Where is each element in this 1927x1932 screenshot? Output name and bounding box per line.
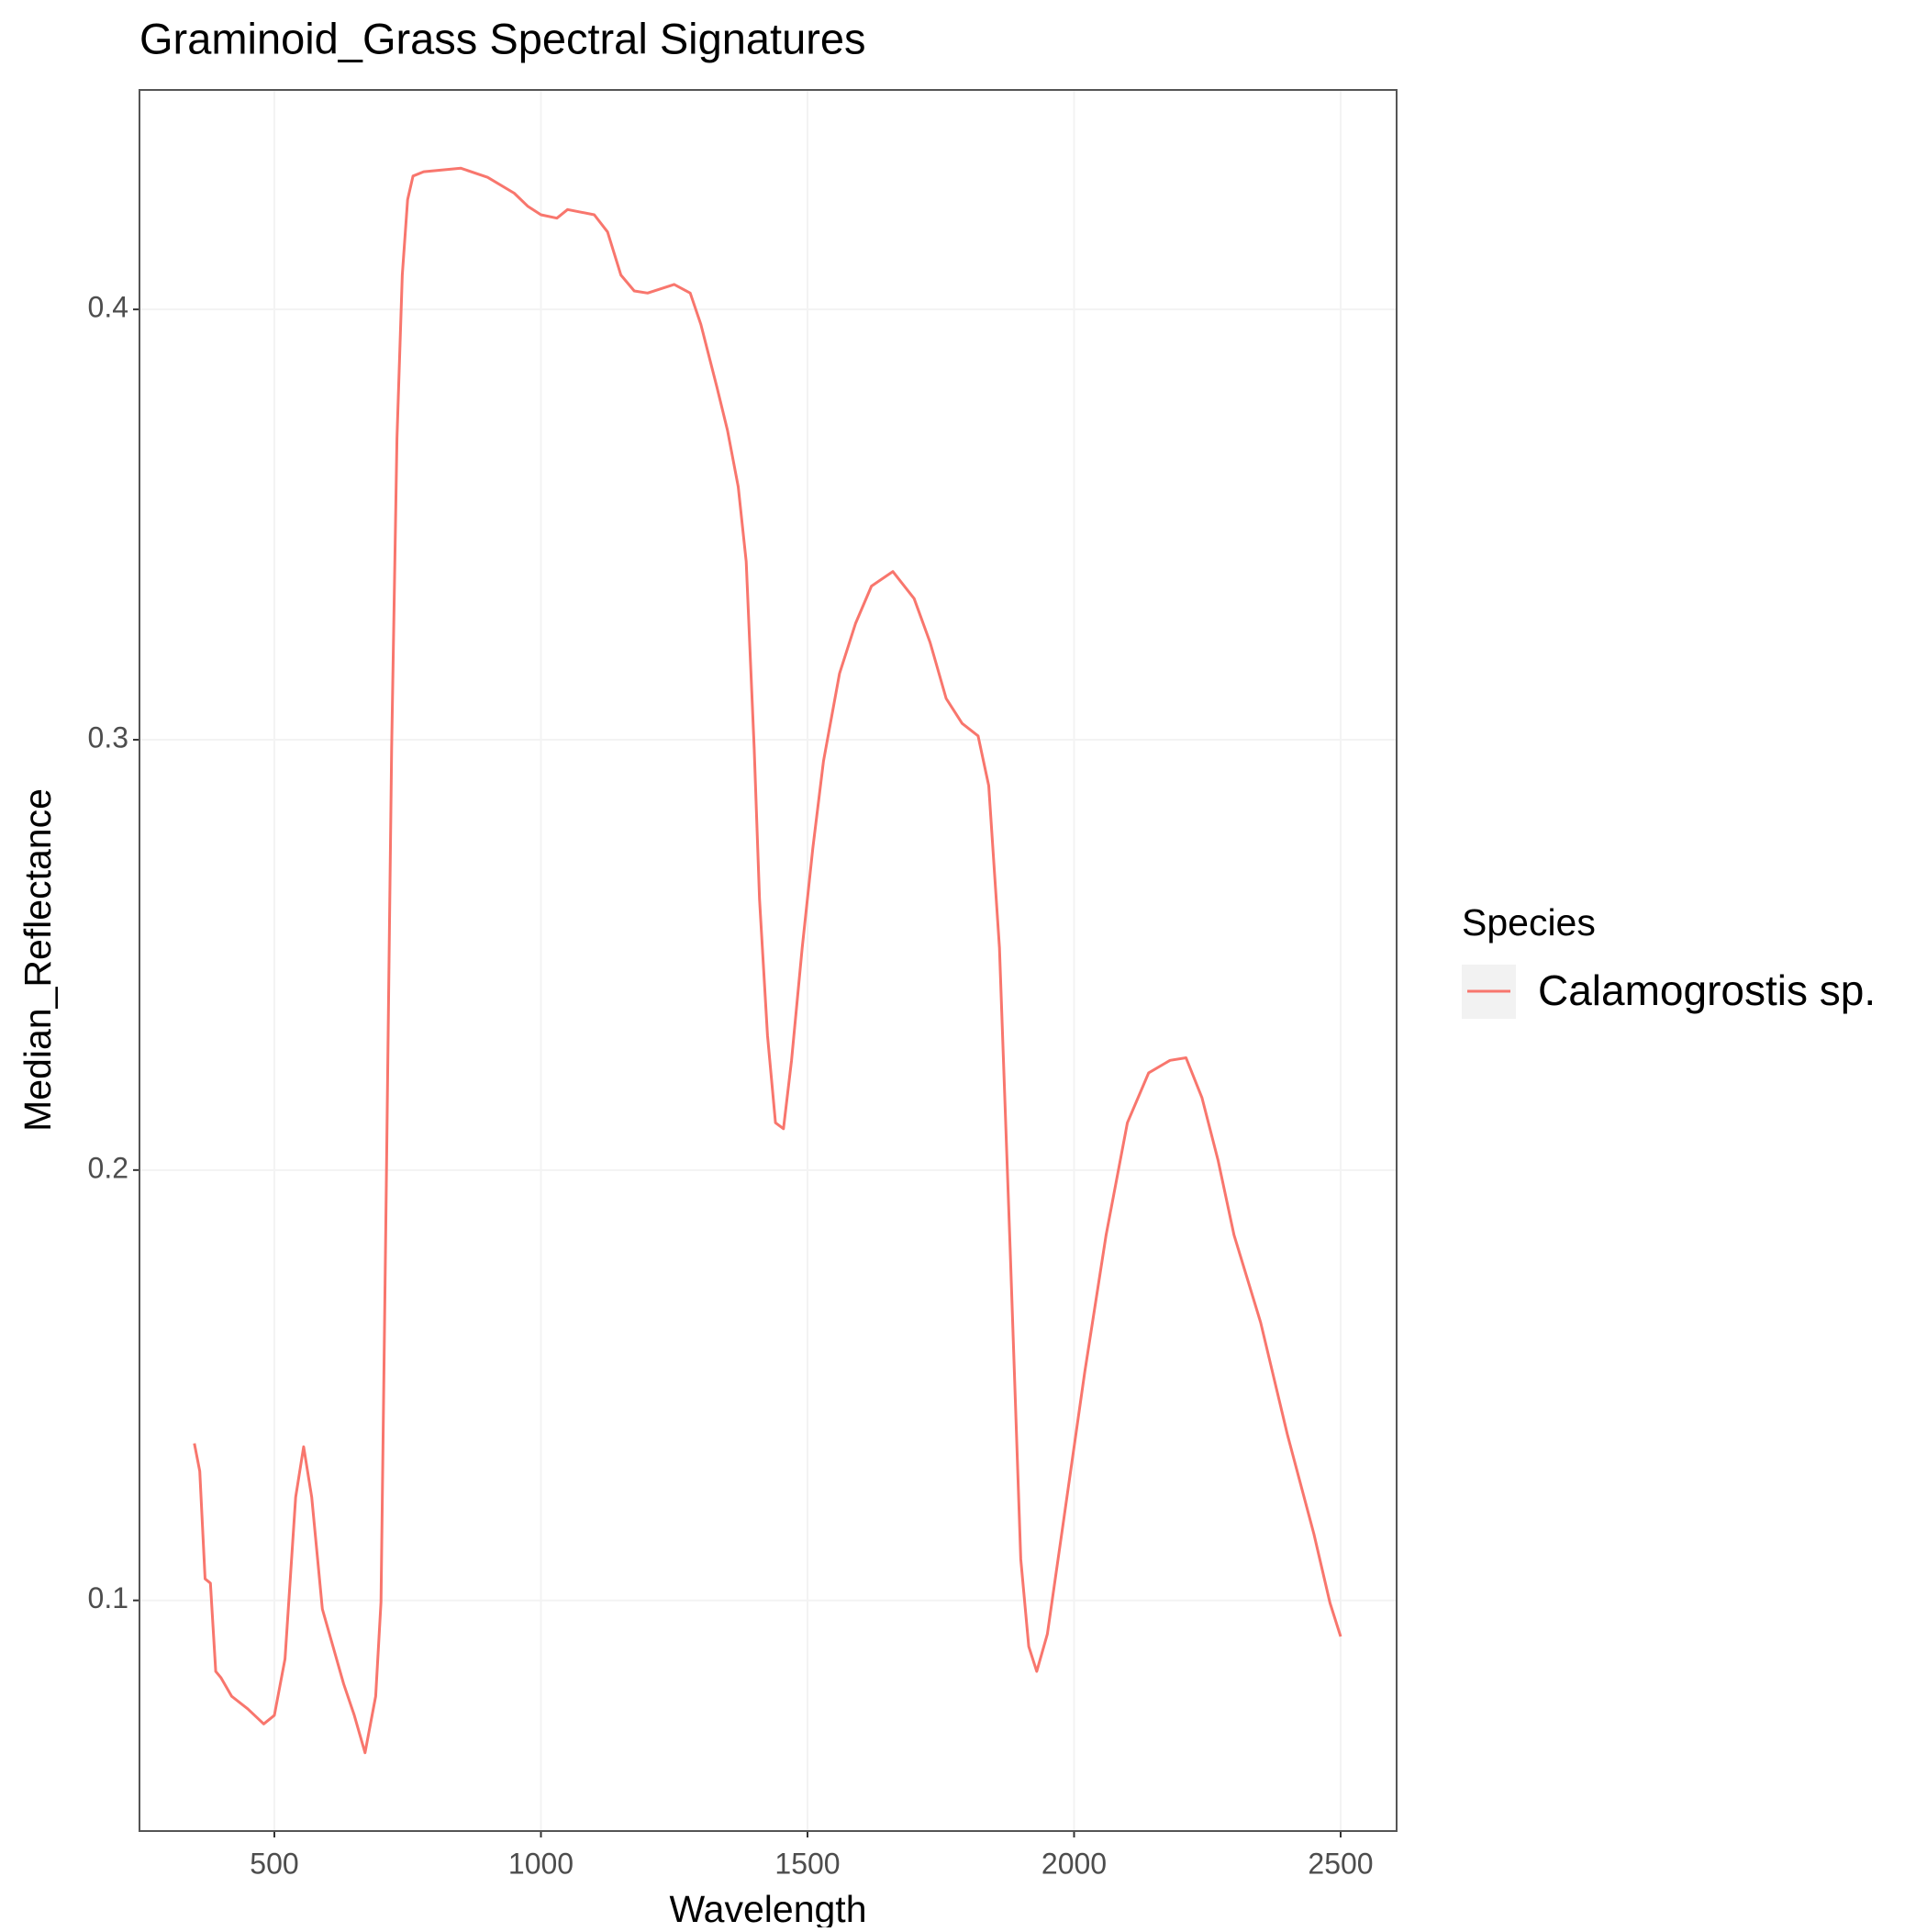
legend-label: Calamogrostis sp. xyxy=(1538,966,1876,1014)
x-tick-label: 2500 xyxy=(1308,1847,1373,1880)
legend-title: Species xyxy=(1462,901,1596,944)
x-axis-title: Wavelength xyxy=(670,1888,867,1927)
x-tick-label: 500 xyxy=(250,1847,298,1880)
chart-title: Graminoid_Grass Spectral Signatures xyxy=(139,14,866,62)
data-line xyxy=(193,166,1342,1755)
y-tick-label: 0.2 xyxy=(88,1151,128,1184)
y-tick-label: 0.3 xyxy=(88,720,128,754)
y-tick-label: 0.4 xyxy=(88,291,128,324)
x-tick-label: 1500 xyxy=(774,1847,840,1880)
y-axis-title: Median_Reflectance xyxy=(17,788,59,1132)
x-tick-label: 2000 xyxy=(1041,1847,1107,1880)
y-tick-label: 0.1 xyxy=(88,1581,128,1614)
x-tick-label: 1000 xyxy=(508,1847,574,1880)
panel-border xyxy=(139,89,1398,1832)
